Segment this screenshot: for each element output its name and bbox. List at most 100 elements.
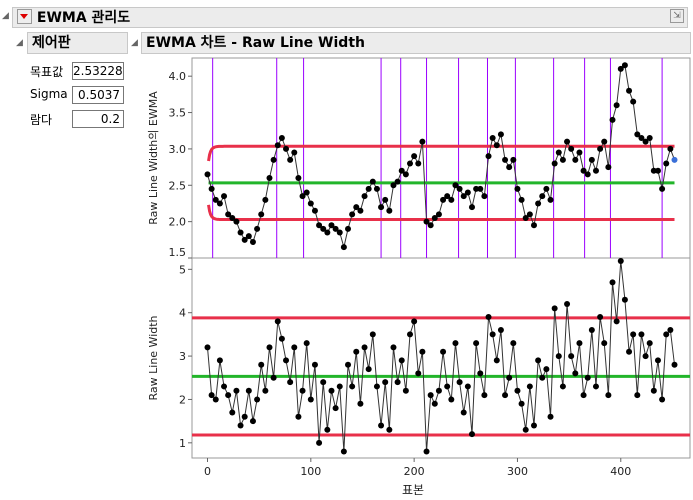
ewma-point [671,156,678,163]
raw-point [237,422,244,429]
ewma-point [642,138,649,145]
ewma-point [580,167,587,174]
raw-point [394,379,401,386]
raw-point [419,348,426,355]
x-tick-label: 100 [300,465,321,478]
raw-point [530,422,537,429]
x-tick-label: 300 [507,465,528,478]
raw-point [440,348,447,355]
ewma-point [295,175,302,181]
raw-point [626,348,633,355]
ewma-point [468,204,475,211]
ewma-point [650,167,657,174]
raw-point [311,361,318,368]
target-input[interactable]: 2.53228 [72,62,124,80]
ewma-point [605,164,612,171]
ewma-lcl-line [207,204,675,222]
lambda-label: 람다 [30,113,53,127]
raw-point [654,357,661,364]
raw-point [283,357,290,364]
collapse-triangle-icon[interactable]: ◢ [131,38,138,48]
ewma-point [361,193,368,200]
ewma-point [460,193,467,200]
raw-point [274,318,281,325]
raw-point [216,357,223,364]
raw-point [452,340,459,347]
raw-point [460,409,467,416]
ewma-point [601,138,608,145]
raw-point [262,387,269,394]
control-panel-header: 제어판 [27,32,128,54]
raw-point [407,331,414,338]
ewma-point [415,160,422,167]
raw-point [617,258,624,264]
sigma-input[interactable]: 0.5037 [72,86,124,104]
raw-point [580,392,587,399]
ewma-point [208,185,215,192]
raw-point [638,331,645,338]
raw-point [584,374,591,381]
ewma-point [283,145,290,152]
ewma-point [510,156,517,163]
ewma-point [398,167,405,174]
ewma-point [390,182,397,189]
raw-point [671,361,678,368]
ewma-point [378,204,385,211]
ewma-point [555,149,562,156]
minimize-icon[interactable]: ⇲ [670,9,684,23]
ewma-point [345,225,352,232]
raw-point [634,392,641,399]
ewma-point [357,207,364,214]
raw-point [543,366,550,373]
ewma-point [559,156,566,163]
ewma-point [431,215,438,221]
y-tick-label: 2 [179,393,186,406]
raw-point [539,374,546,381]
red-triangle-menu-icon[interactable] [17,9,32,24]
ewma-point [262,196,269,203]
raw-point [328,387,335,394]
ewma-point [204,171,211,178]
raw-point [245,387,252,394]
raw-point [597,314,604,321]
ewma-point [638,135,645,141]
lambda-input[interactable]: 0.2 [72,110,124,128]
raw-point [233,387,240,394]
raw-point [489,331,496,338]
ewma-point [212,196,219,203]
raw-point [551,305,558,312]
ewma-point [667,145,674,152]
collapse-triangle-icon[interactable]: ◢ [16,38,23,48]
raw-point [320,379,327,386]
ewma-point [241,236,248,243]
ewma-point [634,131,641,138]
y-tick-label: 3.5 [169,107,187,120]
ewma-point [332,225,339,232]
raw-point [564,301,571,308]
y-tick-label: 3 [179,350,186,363]
y-tick-label: 4 [179,307,186,320]
ewma-point [626,87,633,94]
y-tick-label: 2.5 [169,179,187,192]
ewma-point [373,185,380,192]
ewma-point [258,211,265,218]
collapse-triangle-icon[interactable]: ◢ [2,11,9,21]
raw-point [663,331,670,338]
ewma-point [440,196,447,203]
y-tick-label: 5 [179,263,186,276]
ewma-point [489,135,496,141]
raw-point [336,383,343,390]
raw-point [642,353,649,360]
raw-point [646,340,653,347]
raw-point [568,353,575,360]
raw-point [630,331,637,338]
ewma-point [526,211,533,218]
raw-point [468,431,475,438]
raw-point [402,387,409,394]
raw-point [386,426,393,433]
raw-point [431,400,438,407]
y-tick-label: 3.0 [169,143,187,156]
ewma-point [514,185,521,192]
x-tick-label: 200 [404,465,425,478]
